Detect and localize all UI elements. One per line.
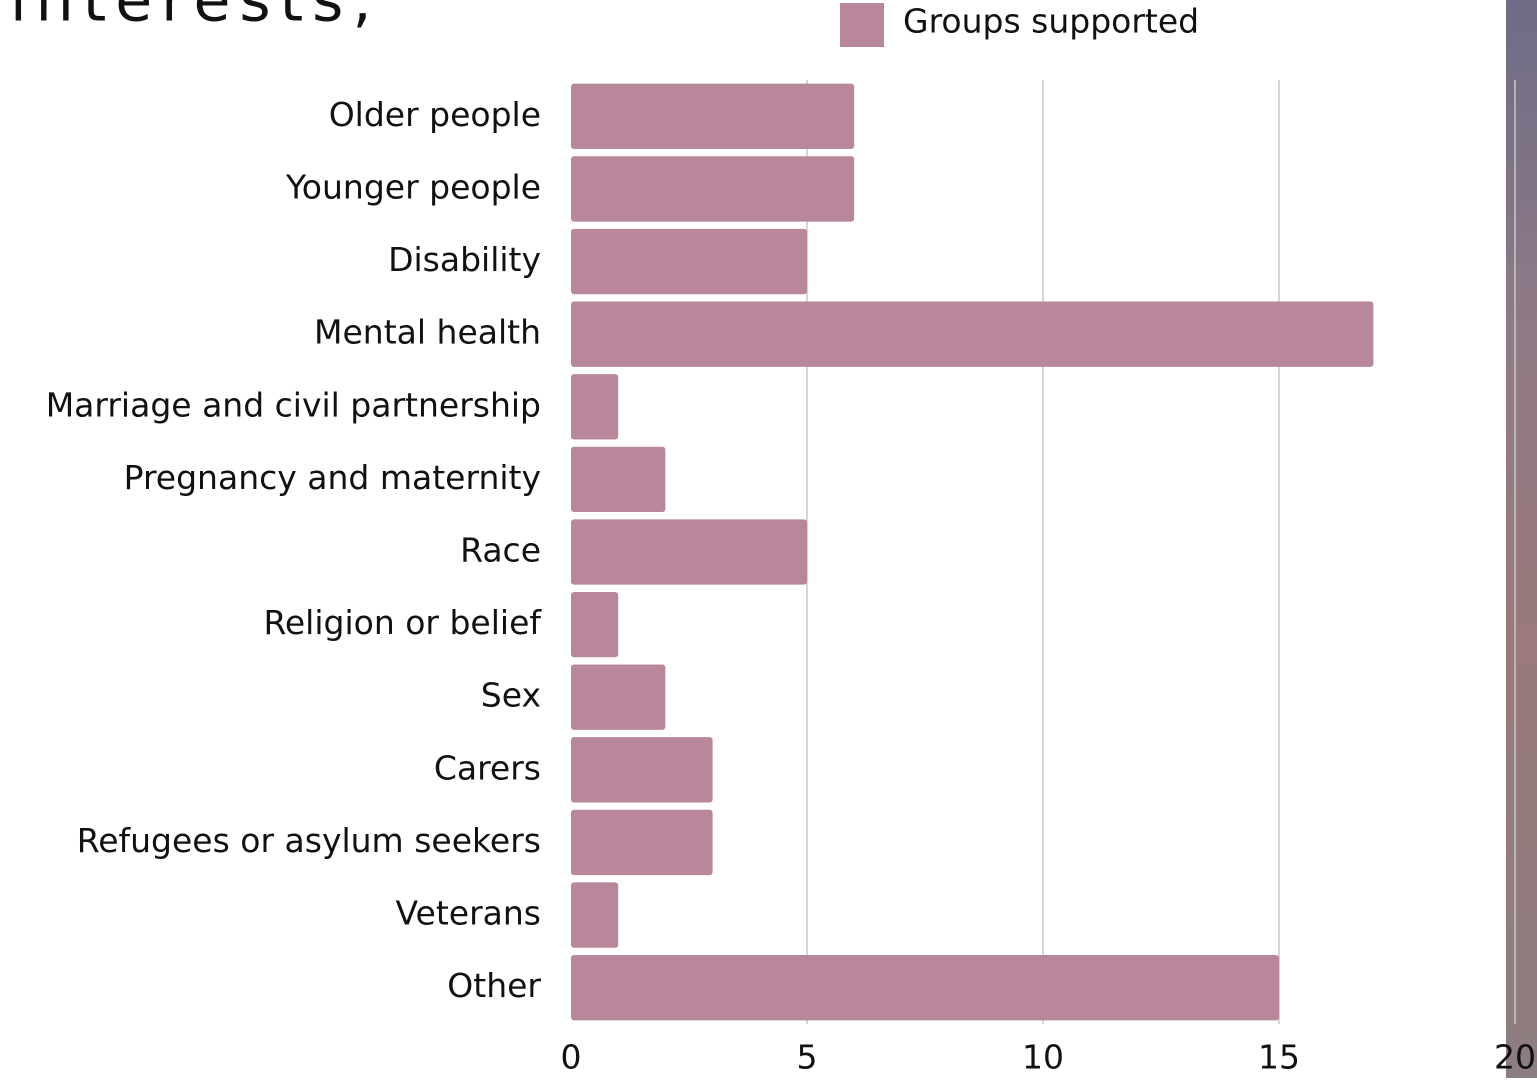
bar [571,882,619,948]
y-tick-label: Younger people [285,167,541,206]
bar [571,519,807,585]
chart-title: interests, [10,0,381,36]
bar [571,809,713,876]
background-photo [1506,0,1537,1078]
x-tick-label: 15 [1258,1038,1300,1077]
y-tick-label: Veterans [396,894,541,933]
y-tick-label: Other [447,966,541,1005]
x-tick-label: 10 [1022,1038,1064,1077]
legend-swatch [840,3,884,47]
bar [571,301,1374,367]
x-tick-label: 0 [561,1038,582,1077]
bar [571,664,666,730]
bar [571,156,855,222]
bar [571,374,619,440]
bar [571,446,666,513]
legend-label: Groups supported [903,2,1199,41]
y-tick-label: Sex [481,676,541,715]
y-tick-label: Race [460,531,541,570]
y-tick-label: Pregnancy and maternity [124,458,541,497]
y-tick-label: Older people [329,95,541,134]
bar [571,228,807,295]
y-tick-label: Marriage and civil partnership [46,385,541,424]
y-tick-label: Carers [434,748,541,787]
y-tick-label: Disability [388,240,541,279]
bar [571,955,1279,1021]
y-tick-label: Religion or belief [263,603,542,642]
y-tick-label: Mental health [314,313,541,352]
x-tick-label: 20 [1494,1038,1536,1077]
x-tick-label: 5 [797,1038,818,1077]
bar [571,83,855,149]
bar [571,591,619,658]
bar [571,737,713,803]
y-tick-label: Refugees or asylum seekers [77,821,541,860]
